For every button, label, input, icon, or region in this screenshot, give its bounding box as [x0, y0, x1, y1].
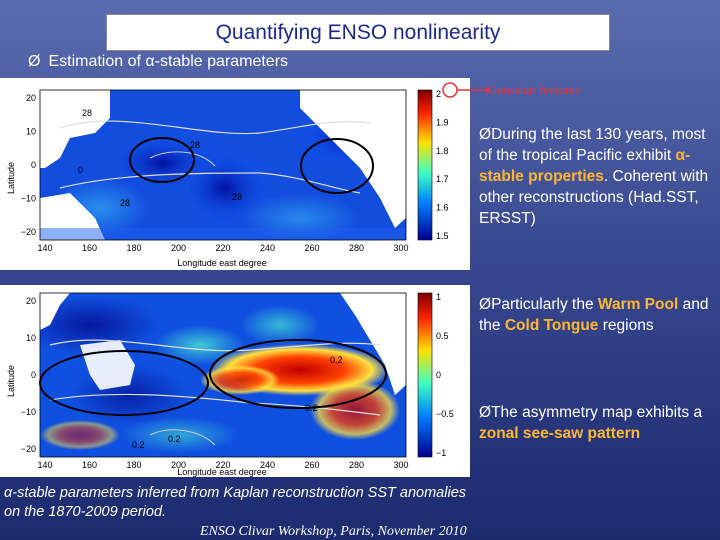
bullet-text: During the last 130 years, most of the t…: [479, 126, 706, 164]
subtitle-text: Estimation of α-stable parameters: [48, 53, 289, 70]
bullet-marker-icon: Ø: [479, 404, 492, 421]
beta-xtick-label: 160: [82, 460, 97, 470]
beta-xtick-label: 220: [215, 460, 230, 470]
alpha-contour-label: 28: [82, 108, 92, 118]
alpha-xtick-label: 180: [126, 243, 141, 253]
alpha-colorbar-ticks: 2 1.9 1.8 1.7 1.6 1.5: [436, 89, 449, 241]
beta-xtick-label: 140: [37, 460, 52, 470]
beta-colorbar-tick-label: −0.5: [436, 409, 454, 419]
beta-contour-label: 0.2: [330, 355, 343, 365]
beta-xtick-label: 260: [304, 460, 319, 470]
beta-ytick-label: 0: [31, 370, 36, 380]
bullet-text: and the: [479, 296, 709, 334]
alpha-xtick-label: 220: [215, 243, 230, 253]
bullet-text: The asymmetry map exhibits a: [491, 404, 703, 421]
alpha-colorbar-tick-label: 1.6: [436, 203, 449, 213]
slide-title: Quantifying ENSO nonlinearity: [215, 20, 501, 44]
beta-ylabel: Latitude: [6, 365, 16, 397]
alpha-ytick-label: 0: [31, 160, 36, 170]
beta-ytick-label: 10: [26, 333, 36, 343]
beta-colorbar-tick-label: 0.5: [436, 331, 449, 341]
bullet-text: . Coherent with other reconstructions (H…: [479, 168, 709, 227]
alpha-contour-label: 28: [232, 192, 242, 202]
beta-ytick-label: −10: [21, 407, 36, 417]
alpha-colorbar-tick-label: 1.7: [436, 174, 449, 184]
highlighted-text: Warm Pool: [597, 296, 679, 313]
highlighted-text: Cold Tongue: [504, 317, 599, 334]
beta-ytick-label: −20: [21, 444, 36, 454]
alpha-colorbar-tick-label: 1.5: [436, 231, 449, 241]
alpha-colorbar-tick-label: 1.9: [436, 117, 449, 127]
alpha-ytick-label: 20: [26, 93, 36, 103]
beta-ytick-label: 20: [26, 296, 36, 306]
figure-caption: α-stable parameters inferred from Kaplan…: [4, 485, 467, 520]
bullet-1: ØDuring the last 130 years, most of the …: [479, 124, 715, 229]
alpha-ytick-label: −20: [21, 227, 36, 237]
alpha-xtick-label: 160: [82, 243, 97, 253]
alpha-ylabel: Latitude: [6, 162, 16, 194]
alpha-xtick-label: 280: [349, 243, 364, 253]
alpha-xtick-label: 260: [304, 243, 319, 253]
beta-colorbar-tick-label: −1: [436, 448, 446, 458]
bullet-marker-icon: Ø: [479, 126, 492, 143]
beta-xtick-label: 180: [126, 460, 141, 470]
beta-xtick-label: 300: [393, 460, 408, 470]
subtitle-bullet-icon: Ø: [28, 53, 41, 70]
beta-x-ticks: 140 160 180 200 220 240 260 280 300: [37, 460, 408, 470]
alpha-contour-label: 28: [190, 140, 200, 150]
beta-y-ticks: 20 10 0 −10 −20: [21, 296, 36, 454]
slide-subtitle: Ø Estimation of α-stable parameters: [28, 53, 288, 71]
slide-title-box: Quantifying ENSO nonlinearity: [106, 14, 610, 51]
alpha-xtick-label: 200: [171, 243, 186, 253]
warm-pool-ellipse: [39, 350, 209, 416]
cold-tongue-ellipse: [300, 138, 374, 194]
bullet-2: ØParticularly the Warm Pool and the Cold…: [479, 294, 715, 336]
warm-pool-ellipse: [129, 137, 195, 183]
bullet-text: Particularly the: [491, 296, 598, 313]
beta-colorbar-ticks: 1 0.5 0 −0.5 −1: [436, 292, 454, 458]
alpha-xlabel: Longitude east degree: [177, 258, 267, 268]
cold-tongue-ellipse: [209, 339, 387, 409]
alpha-contour-label: 28: [120, 198, 130, 208]
beta-contour-label: 0.2: [132, 440, 145, 450]
bullet-text: regions: [598, 317, 654, 334]
gaussian-annotation: Gaussian features: [488, 82, 581, 97]
alpha-xtick-label: 240: [260, 243, 275, 253]
alpha-contour-label: 0: [78, 165, 83, 175]
beta-colorbar: [417, 292, 433, 458]
alpha-y-ticks: 20 10 0 −10 −20: [21, 93, 36, 237]
alpha-colorbar-tick-label: 1.8: [436, 146, 449, 156]
alpha-ytick-label: 10: [26, 127, 36, 137]
slide-footer: ENSO Clivar Workshop, Paris, November 20…: [200, 524, 467, 539]
highlighted-text: zonal see-saw pattern: [479, 425, 641, 442]
alpha-xtick-label: 300: [393, 243, 408, 253]
alpha-map-panel: 28 28 28 28 0 20 10 0 −10 −20 140 160 180 200 22…: [0, 78, 470, 270]
beta-colorbar-tick-label: 0: [436, 370, 441, 380]
bullet-marker-icon: Ø: [479, 296, 492, 313]
annotation-arrow: [442, 82, 490, 98]
beta-colorbar-tick-label: 1: [436, 292, 441, 302]
alpha-x-ticks: 140 160 180 200 220 240 260 280 300: [37, 243, 408, 253]
alpha-xtick-label: 140: [37, 243, 52, 253]
beta-xtick-label: 200: [171, 460, 186, 470]
alpha-ytick-label: −10: [21, 194, 36, 204]
alpha-colorbar-tick-label: 2: [436, 89, 441, 99]
beta-contour-label: 0.2: [168, 434, 181, 444]
beta-xtick-label: 240: [260, 460, 275, 470]
beta-xtick-label: 280: [349, 460, 364, 470]
alpha-colorbar: [417, 89, 433, 241]
beta-map-panel: 0.2 0.2 0.2 0.2 20 10 0 −10 −20 140 160 180 200…: [0, 285, 470, 477]
beta-xlabel: Longitude east degree: [177, 467, 267, 477]
highlighted-text: α-stable properties: [479, 147, 691, 185]
bullet-3: ØThe asymmetry map exhibits a zonal see-…: [479, 402, 715, 444]
